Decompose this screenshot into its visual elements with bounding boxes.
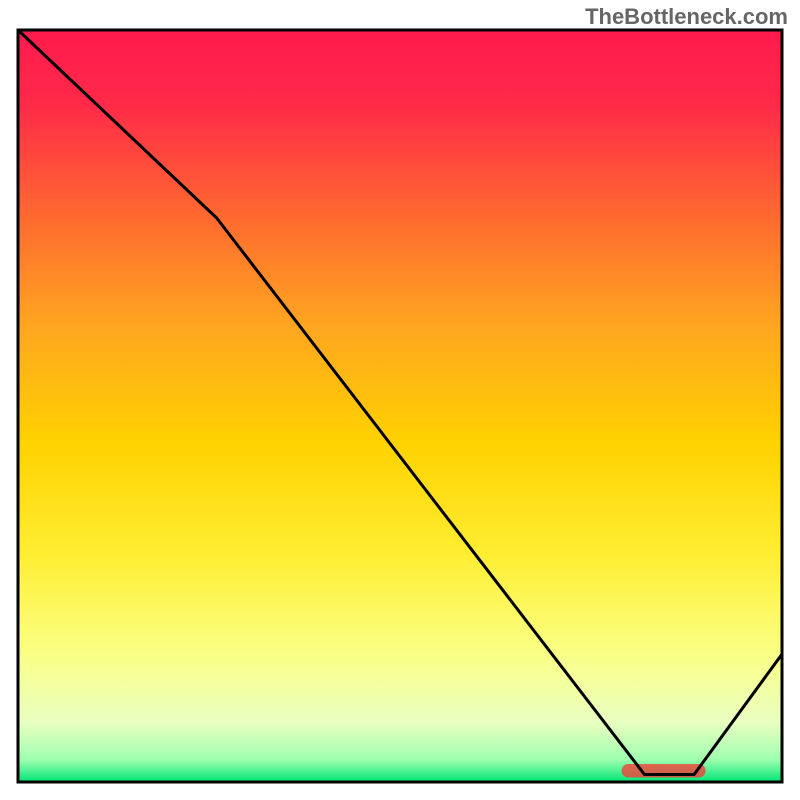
gradient-background — [18, 30, 782, 782]
chart-container: TheBottleneck.com — [0, 0, 800, 800]
watermark-text: TheBottleneck.com — [585, 4, 788, 30]
gradient-line-chart — [0, 0, 800, 800]
